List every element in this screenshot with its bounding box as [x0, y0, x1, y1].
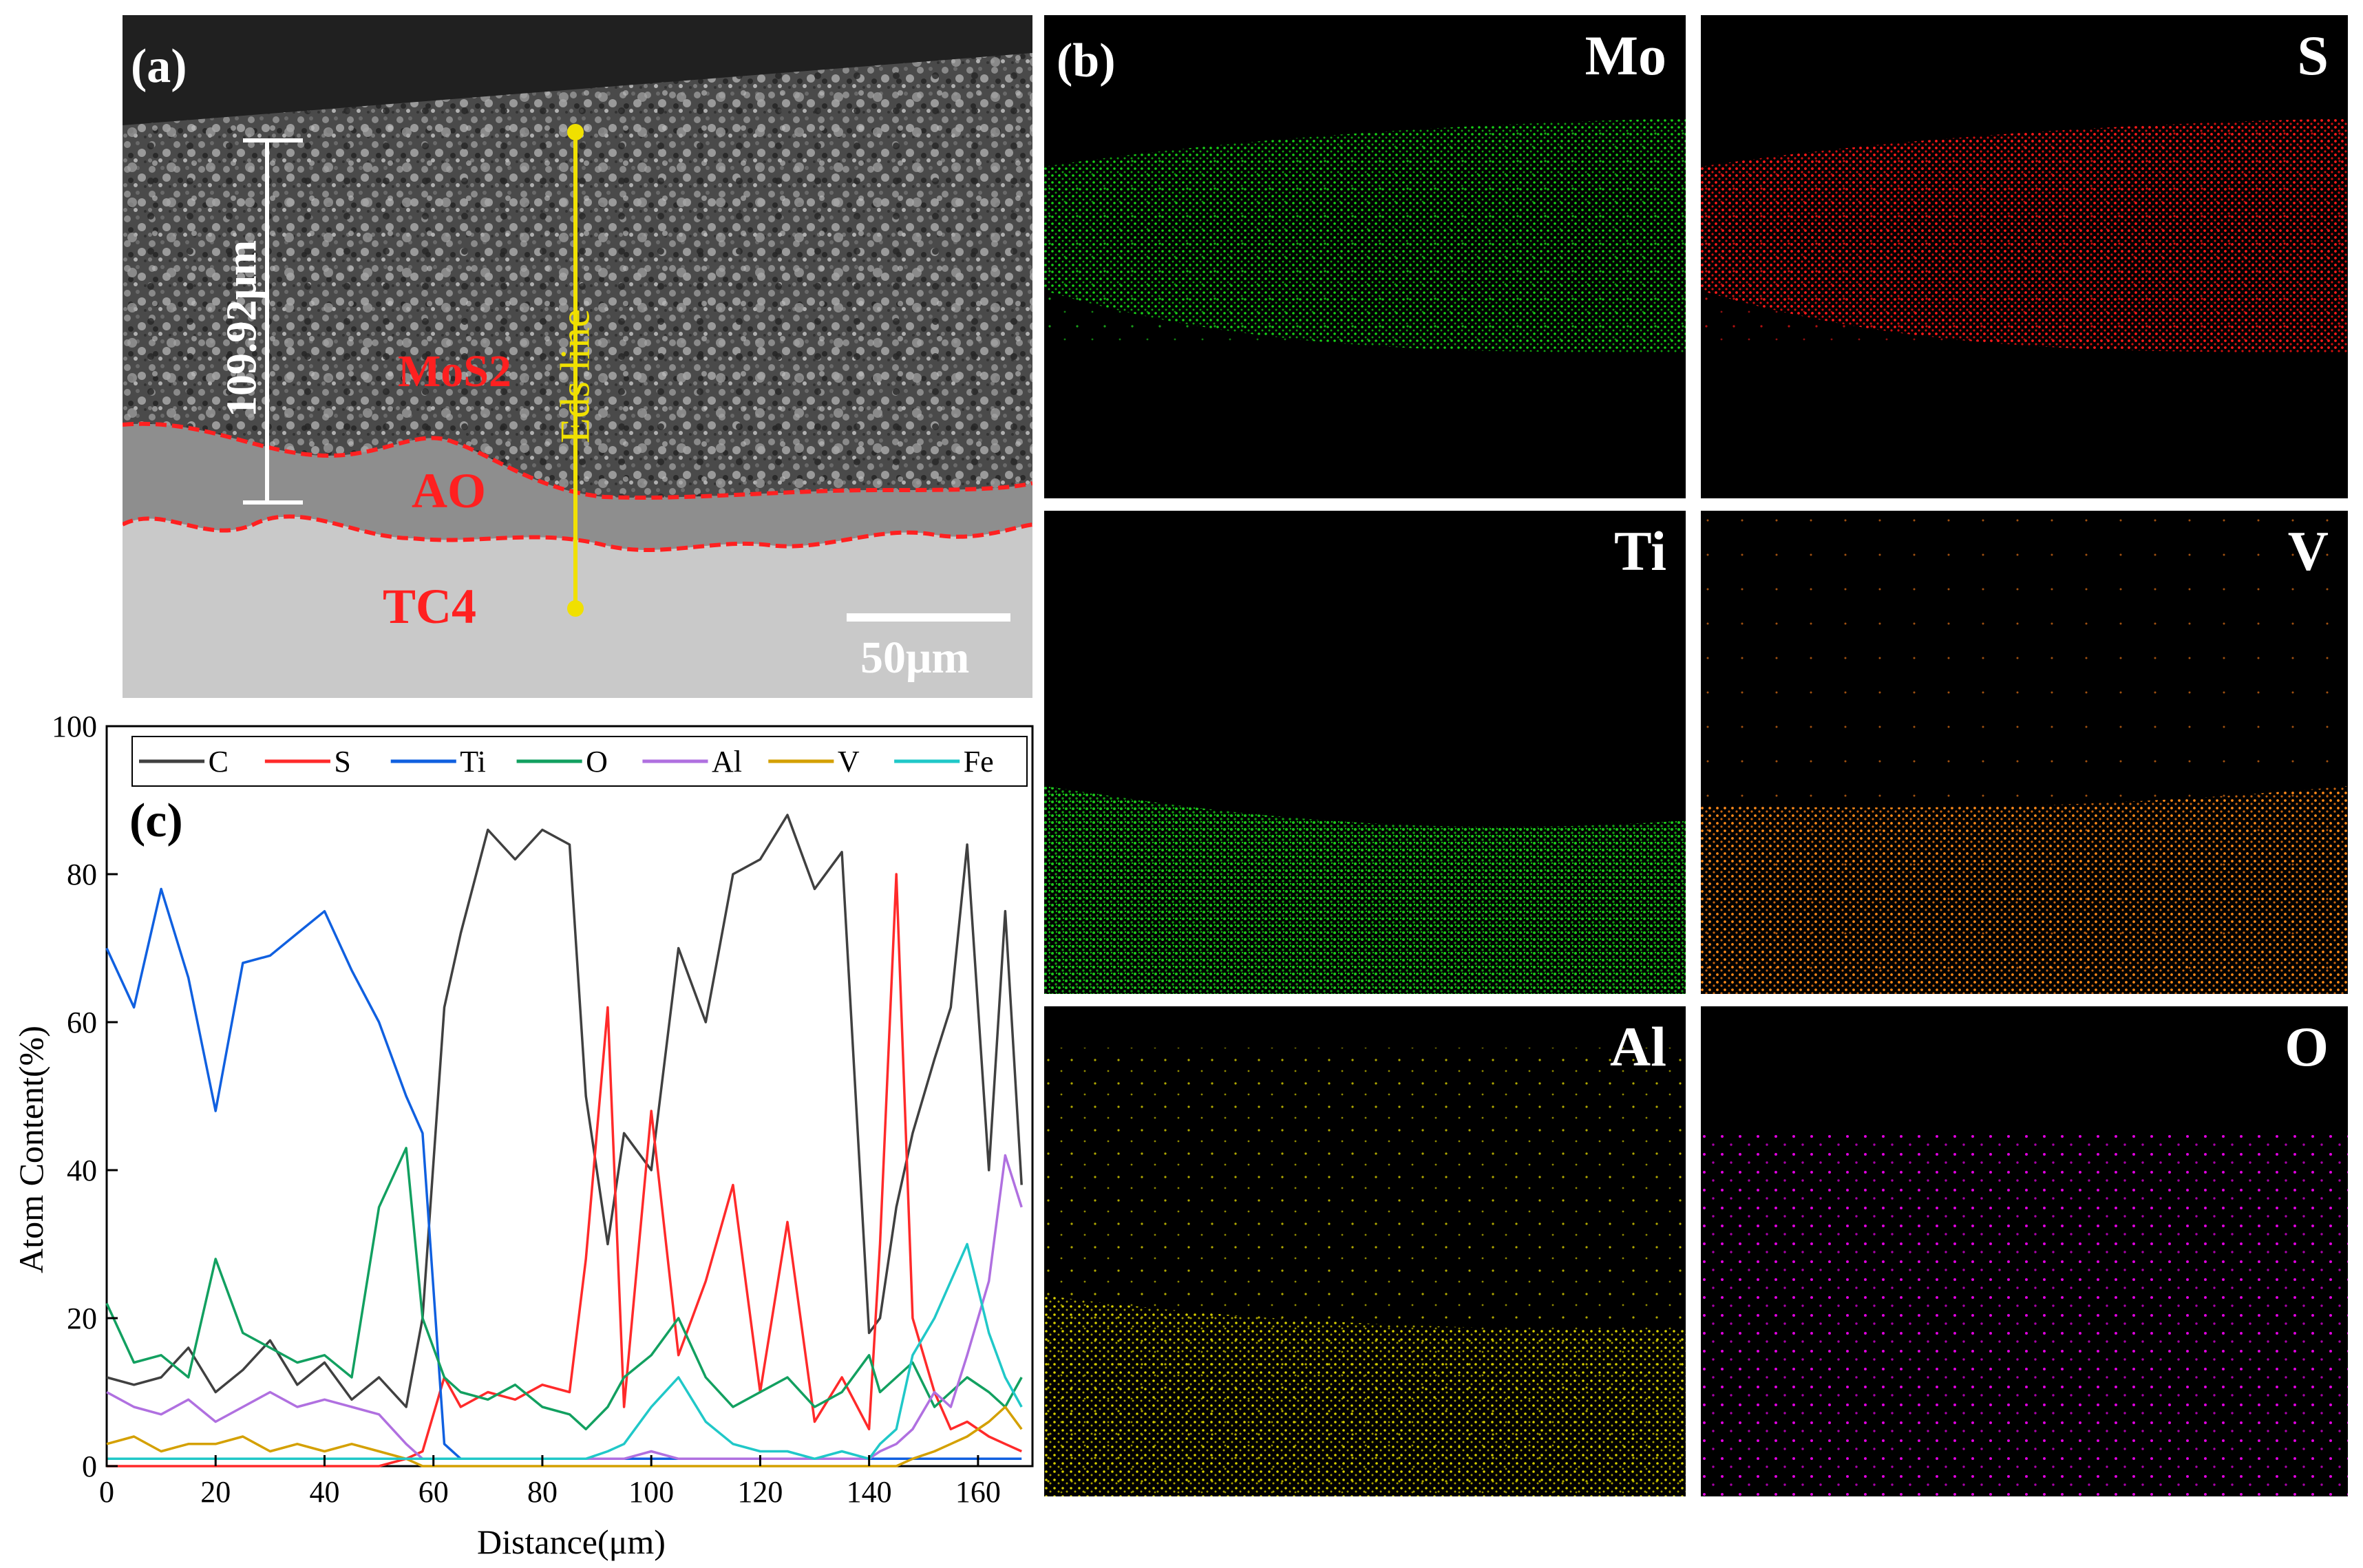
tick-layer: 0 20 40 60 80 100 120 140 160 0 20 40 60 80 100	[52, 710, 1001, 1509]
x-axis-label: Distance(μm)	[477, 1523, 666, 1561]
o-map-image	[1701, 1130, 2348, 1496]
eds-map-v: V	[1701, 511, 2348, 994]
eds-map-ti: Ti	[1044, 511, 1686, 994]
eds-line	[567, 124, 584, 617]
series-line-al	[106, 1154, 1023, 1461]
x-tick-label: 140	[847, 1475, 892, 1509]
y-tick-label: 60	[67, 1006, 97, 1039]
sem-image	[121, 15, 1033, 698]
legend: C S Ti O Al V Fe	[131, 736, 1028, 787]
eds-map-al: Al	[1044, 1006, 1686, 1496]
series-line-o	[105, 1147, 1023, 1431]
x-tick-label: 40	[309, 1475, 339, 1509]
y-tick-label: 80	[67, 858, 97, 891]
ti-map-image	[1044, 786, 1686, 994]
series-layer	[105, 814, 1023, 1468]
panel-c-letter: (c)	[129, 794, 183, 847]
eds-map-s: S	[1701, 15, 2348, 498]
mos2-ao-interface	[122, 421, 1033, 500]
series-line-ti	[105, 887, 1022, 1461]
map-label-v: V	[2287, 520, 2329, 582]
layer-label-ao: AO	[412, 463, 486, 518]
ao-tc4-interface	[121, 514, 1033, 553]
x-tick-label: 120	[737, 1475, 783, 1509]
al-map-image	[1044, 1048, 1686, 1496]
mo-map-image	[1044, 118, 1686, 352]
line-scan-chart: 0 20 40 60 80 100 120 140 160 0 20 40 60 80 100 C S Ti O A…	[12, 710, 1034, 1561]
y-tick-label: 40	[67, 1154, 97, 1187]
y-tick-label: 100	[52, 710, 97, 743]
x-tick-label: 160	[955, 1475, 1001, 1509]
series-line-s	[107, 873, 1022, 1468]
y-axis-label: Atom Content(%)	[12, 1026, 50, 1273]
legend-label-fe: Fe	[964, 745, 994, 778]
x-tick-label: 20	[200, 1475, 231, 1509]
sem-panel: (a) 109.92μm Eds line MoS2 AO TC4 50μm	[121, 15, 1033, 698]
layer-label-tc4: TC4	[383, 579, 477, 634]
y-tick-label: 0	[82, 1450, 97, 1483]
map-label-mo: Mo	[1585, 24, 1666, 87]
thickness-bar	[243, 138, 303, 505]
legend-label-s: S	[334, 745, 350, 778]
y-tick-label: 20	[67, 1302, 97, 1335]
x-tick-label: 60	[418, 1475, 449, 1509]
eds-line-label: Eds line	[552, 309, 598, 443]
layer-label-mos2: MoS2	[398, 346, 511, 396]
legend-label-o: O	[586, 745, 608, 778]
series-line-v	[106, 1406, 1023, 1468]
v-map-image	[1701, 511, 2348, 994]
plot-border	[105, 725, 1034, 1468]
legend-label-al: Al	[712, 745, 742, 778]
x-tick-label: 0	[99, 1475, 114, 1509]
legend-label-ti: Ti	[460, 745, 486, 778]
panel-a-letter: (a)	[131, 40, 187, 93]
map-label-o: O	[2285, 1015, 2329, 1078]
scale-bar-label: 50μm	[860, 633, 970, 683]
plot-frame	[105, 725, 1034, 1468]
x-tick-label: 80	[527, 1475, 558, 1509]
s-map-image	[1701, 118, 2348, 352]
legend-label-c: C	[209, 745, 229, 778]
map-label-s: S	[2297, 24, 2329, 87]
legend-label-v: V	[838, 745, 860, 778]
eds-map-mo: (b) Mo	[1044, 15, 1686, 498]
panel-b-letter: (b)	[1057, 34, 1116, 87]
thickness-label: 109.92μm	[218, 240, 266, 418]
map-label-al: Al	[1610, 1015, 1666, 1078]
series-line-c	[106, 814, 1023, 1408]
map-label-ti: Ti	[1614, 520, 1666, 582]
series-line-fe	[107, 1242, 1023, 1461]
eds-map-o: O	[1701, 1006, 2348, 1496]
x-tick-label: 100	[628, 1475, 674, 1509]
